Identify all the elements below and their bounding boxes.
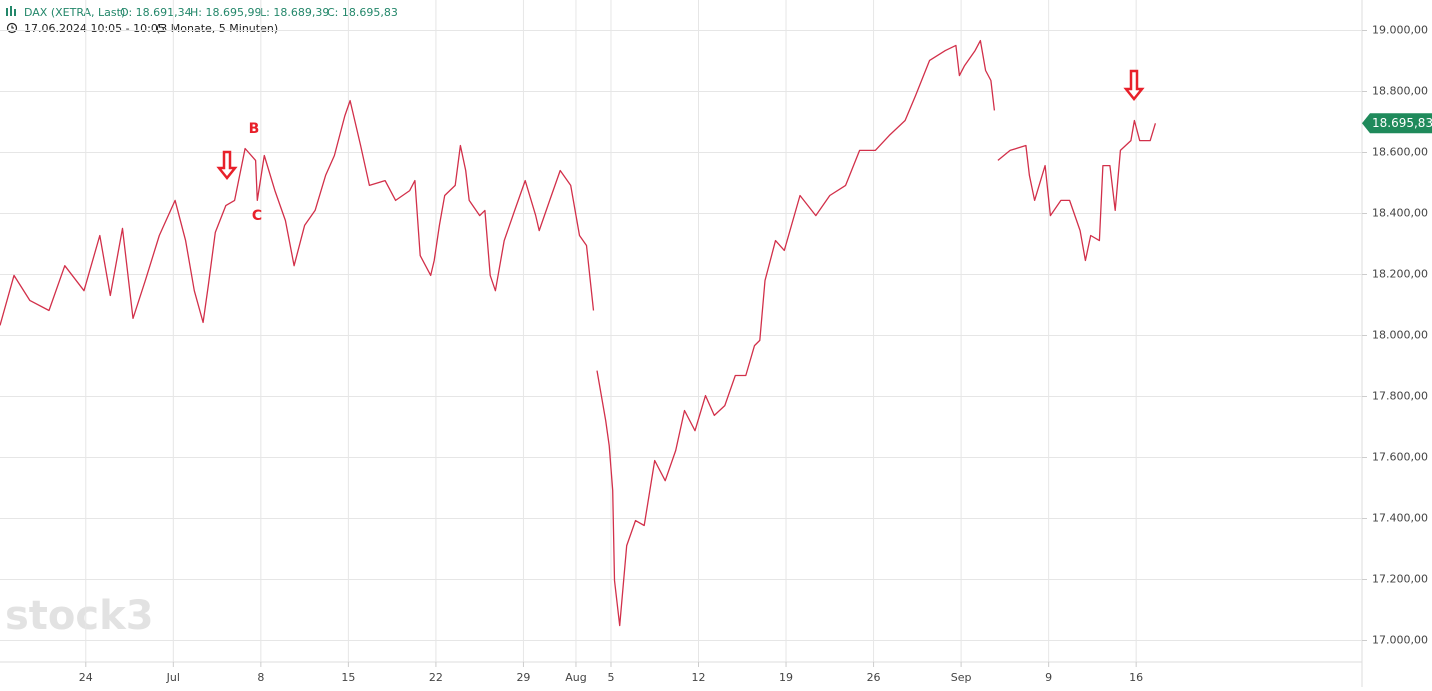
- x-tick-label: 16: [1129, 671, 1143, 684]
- open: O: 18.691,34: [120, 6, 192, 19]
- x-tick-label: 24: [79, 671, 93, 684]
- period: 17.06.2024 10:05 - 10:05: [24, 22, 165, 35]
- x-tick-label: 9: [1045, 671, 1052, 684]
- close: C: 18.695,83: [327, 6, 398, 19]
- annotation: B: [249, 121, 260, 137]
- y-tick-label: 19.000,00: [1372, 24, 1428, 37]
- y-tick-label: 18.400,00: [1372, 207, 1428, 220]
- x-tick-label: 15: [341, 671, 355, 684]
- x-tick-label: Sep: [951, 671, 972, 684]
- x-tick-label: 8: [257, 671, 264, 684]
- x-tick-label: 26: [867, 671, 881, 684]
- y-tick-label: 17.600,00: [1372, 451, 1428, 464]
- header-icon: [6, 6, 18, 34]
- watermark: stock3: [5, 593, 154, 639]
- high: H: 18.695,99: [190, 6, 261, 19]
- range: (3 Monate, 5 Minuten): [156, 22, 278, 35]
- y-tick-label: 18.200,00: [1372, 268, 1428, 281]
- x-tick-label: 12: [692, 671, 706, 684]
- x-tick-label: Jul: [166, 671, 180, 684]
- last-price-label: 18.695,83: [1372, 116, 1432, 130]
- x-tick-label: Aug: [565, 671, 586, 684]
- x-tick-label: 19: [779, 671, 793, 684]
- y-tick-label: 17.400,00: [1372, 512, 1428, 525]
- annotation: C: [252, 208, 262, 224]
- y-tick-label: 18.600,00: [1372, 146, 1428, 159]
- price-line: [0, 39, 1157, 627]
- y-tick-label: 17.800,00: [1372, 390, 1428, 403]
- y-tick-label: 18.000,00: [1372, 329, 1428, 342]
- y-tick-label: 17.200,00: [1372, 573, 1428, 586]
- y-tick-label: 17.000,00: [1372, 634, 1428, 647]
- last-price-badge: [1362, 113, 1432, 134]
- x-tick-label: 22: [429, 671, 443, 684]
- instrument: DAX (XETRA, Last): [24, 6, 125, 19]
- x-tick-label: 29: [516, 671, 530, 684]
- x-tick-label: 5: [607, 671, 614, 684]
- low: L: 18.689,39: [260, 6, 329, 19]
- arrow: [216, 69, 1145, 181]
- grid: [0, 0, 1362, 662]
- y-tick-label: 18.800,00: [1372, 85, 1428, 98]
